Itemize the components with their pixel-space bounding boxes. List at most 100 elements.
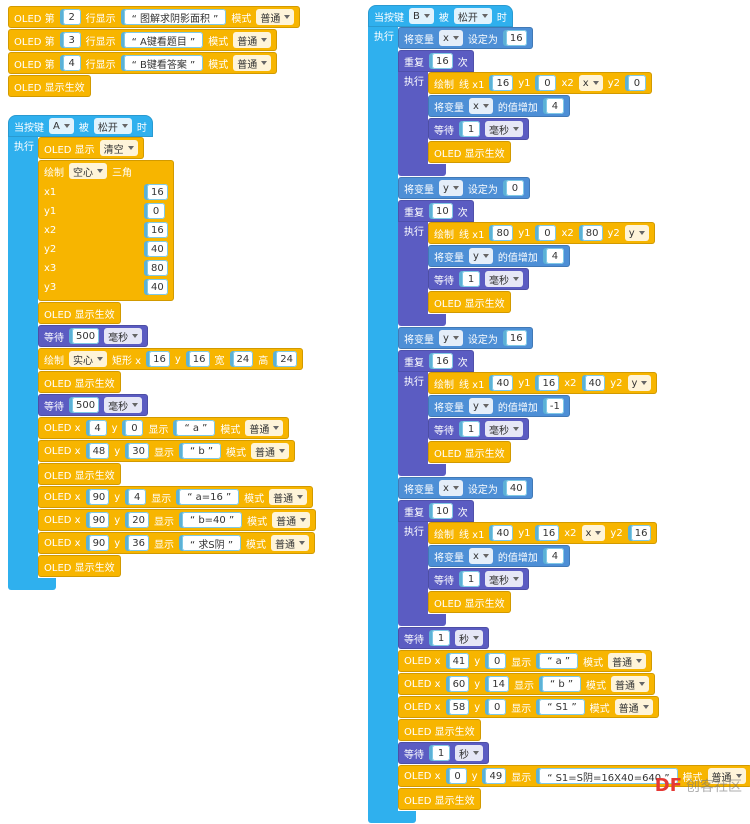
number-input[interactable]: 16 [630, 525, 652, 541]
text-input[interactable]: “ a=16 ” [179, 489, 240, 505]
dropdown-field[interactable]: 普通 [707, 768, 746, 784]
number-input[interactable]: 24 [232, 351, 254, 367]
dropdown-field[interactable]: x [439, 480, 463, 496]
dropdown-field[interactable]: 空心 [69, 163, 107, 179]
dropdown-field[interactable]: B [409, 8, 434, 24]
number-input[interactable]: 16 [505, 30, 527, 46]
number-input[interactable]: 40 [492, 525, 514, 541]
dropdown-field[interactable]: 毫秒 [104, 328, 143, 344]
dropdown-field[interactable]: 普通 [245, 420, 284, 436]
dropdown-field[interactable]: y [439, 330, 463, 346]
number-input[interactable]: 20 [128, 512, 149, 528]
text-input[interactable]: “ 图解求阴影面积 ” [123, 9, 227, 25]
text-input[interactable]: “ b ” [541, 676, 582, 692]
number-input[interactable]: 0 [448, 768, 467, 784]
number-input[interactable]: 60 [448, 676, 470, 692]
number-input[interactable]: -1 [545, 398, 564, 414]
text-input[interactable]: “ B键看答案 ” [123, 55, 204, 71]
number-input[interactable]: 16 [492, 75, 514, 91]
number-input[interactable]: 1 [432, 745, 450, 761]
number-input[interactable]: 90 [88, 535, 110, 551]
number-input[interactable]: 1 [462, 571, 480, 587]
number-input[interactable]: 0 [505, 180, 524, 196]
dropdown-field[interactable]: 毫秒 [485, 421, 523, 437]
dropdown-field[interactable]: 普通 [251, 443, 290, 459]
number-input[interactable]: 1 [462, 121, 480, 137]
dropdown-field[interactable]: 普通 [608, 653, 647, 669]
number-input[interactable]: 36 [128, 535, 149, 551]
text-input[interactable]: “ a ” [539, 653, 579, 669]
number-input[interactable]: 40 [147, 241, 168, 257]
dropdown-field[interactable]: x [439, 30, 463, 46]
number-input[interactable]: 3 [62, 32, 81, 48]
dropdown-field[interactable]: 普通 [269, 489, 308, 505]
number-input[interactable]: 1 [432, 630, 450, 646]
dropdown-field[interactable]: 普通 [256, 9, 295, 25]
dropdown-field[interactable]: y [627, 375, 652, 391]
number-input[interactable]: 30 [128, 443, 149, 459]
dropdown-field[interactable]: 普通 [614, 699, 653, 715]
dropdown-field[interactable]: 秒 [455, 630, 483, 646]
dropdown-field[interactable]: 毫秒 [485, 271, 523, 287]
dropdown-field[interactable]: y [469, 248, 493, 264]
text-input[interactable]: “ b=40 ” [181, 512, 243, 528]
number-input[interactable]: 4 [545, 98, 564, 114]
number-input[interactable]: 14 [488, 676, 509, 692]
number-input[interactable]: 0 [538, 225, 557, 241]
dropdown-field[interactable]: x [578, 75, 603, 91]
dropdown-field[interactable]: 普通 [611, 676, 650, 692]
number-input[interactable]: 10 [432, 203, 453, 219]
number-input[interactable]: 16 [149, 351, 170, 367]
number-input[interactable]: 0 [147, 203, 165, 219]
number-input[interactable]: 16 [432, 353, 453, 369]
number-input[interactable]: 10 [432, 503, 453, 519]
dropdown-field[interactable]: 毫秒 [485, 571, 523, 587]
number-input[interactable]: 41 [448, 653, 470, 669]
number-input[interactable]: 80 [581, 225, 603, 241]
number-input[interactable]: 24 [276, 351, 297, 367]
number-input[interactable]: 0 [488, 653, 507, 669]
dropdown-field[interactable]: 普通 [271, 535, 310, 551]
dropdown-field[interactable]: 清空 [99, 140, 138, 156]
number-input[interactable]: 80 [492, 225, 514, 241]
number-input[interactable]: 500 [72, 328, 100, 344]
number-input[interactable]: 0 [538, 75, 557, 91]
dropdown-field[interactable]: 松开 [93, 118, 132, 134]
dropdown-field[interactable]: y [439, 180, 463, 196]
text-input[interactable]: “ 求S阴 ” [181, 535, 242, 551]
number-input[interactable]: 48 [88, 443, 110, 459]
dropdown-field[interactable]: x [469, 548, 493, 564]
number-input[interactable]: 40 [505, 480, 527, 496]
dropdown-field[interactable]: x [469, 98, 493, 114]
number-input[interactable]: 16 [538, 525, 560, 541]
dropdown-field[interactable]: x [581, 525, 606, 541]
number-input[interactable]: 16 [538, 375, 560, 391]
number-input[interactable]: 90 [88, 512, 110, 528]
dropdown-field[interactable]: y [469, 398, 493, 414]
dropdown-field[interactable]: 毫秒 [104, 397, 143, 413]
number-input[interactable]: 0 [488, 699, 507, 715]
text-input[interactable]: “ S1 ” [539, 699, 585, 715]
number-input[interactable]: 4 [62, 55, 81, 71]
text-input[interactable]: “ b ” [181, 443, 222, 459]
number-input[interactable]: 58 [448, 699, 470, 715]
text-input[interactable]: “ a ” [176, 420, 216, 436]
number-input[interactable]: 16 [432, 53, 453, 69]
number-input[interactable]: 16 [147, 222, 168, 238]
number-input[interactable]: 40 [584, 375, 606, 391]
number-input[interactable]: 40 [492, 375, 514, 391]
dropdown-field[interactable]: 松开 [453, 8, 492, 24]
number-input[interactable]: 16 [188, 351, 210, 367]
number-input[interactable]: 4 [545, 548, 564, 564]
number-input[interactable]: 1 [462, 421, 480, 437]
dropdown-field[interactable]: 毫秒 [485, 121, 523, 137]
text-input[interactable]: “ S1=S阴=16X40=640 ” [539, 768, 678, 784]
number-input[interactable]: 4 [545, 248, 564, 264]
number-input[interactable]: 16 [505, 330, 527, 346]
number-input[interactable]: 4 [88, 420, 107, 436]
number-input[interactable]: 16 [147, 184, 168, 200]
number-input[interactable]: 40 [147, 279, 168, 295]
dropdown-field[interactable]: 普通 [272, 512, 311, 528]
number-input[interactable]: 1 [462, 271, 480, 287]
number-input[interactable]: 80 [147, 260, 168, 276]
